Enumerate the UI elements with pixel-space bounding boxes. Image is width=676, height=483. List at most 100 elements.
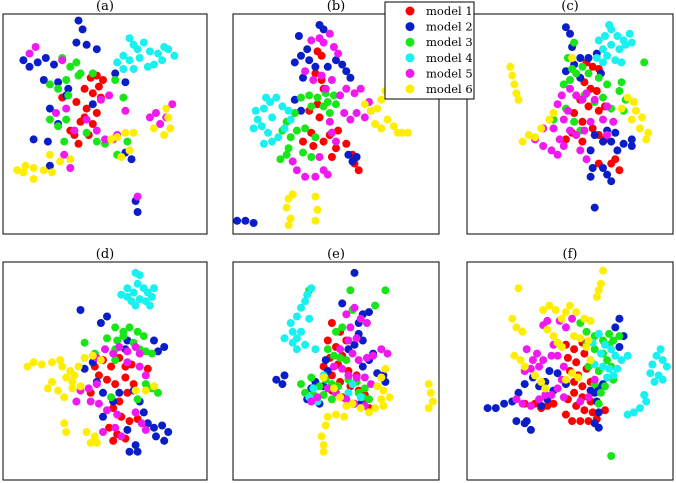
data-point: [609, 336, 618, 345]
data-point: [109, 404, 118, 413]
data-point: [367, 380, 375, 389]
data-point: [82, 428, 91, 436]
data-point: [644, 128, 653, 137]
data-point: [268, 137, 277, 146]
points-layer: [13, 16, 179, 216]
data-point: [346, 73, 355, 82]
data-point: [547, 351, 556, 360]
data-point: [90, 432, 99, 441]
data-point: [605, 329, 614, 338]
data-point: [313, 205, 322, 214]
data-point: [334, 49, 343, 58]
data-point: [566, 301, 574, 310]
data-point: [580, 349, 589, 358]
data-point: [576, 334, 585, 343]
data-point: [62, 428, 71, 436]
data-point: [158, 421, 167, 430]
data-point: [160, 131, 169, 139]
data-point: [323, 170, 332, 179]
data-point: [559, 115, 568, 124]
data-point: [512, 417, 521, 426]
data-point: [284, 144, 293, 153]
panel-b: (b): [232, 0, 440, 235]
data-point: [137, 419, 146, 428]
data-point: [311, 133, 320, 142]
data-point: [160, 343, 169, 351]
data-point: [48, 358, 56, 367]
data-point: [25, 49, 34, 58]
data-point: [588, 62, 597, 71]
data-point: [549, 332, 558, 341]
data-point: [520, 419, 529, 428]
data-point: [115, 343, 124, 351]
legend-label: model 2: [426, 20, 473, 34]
data-point: [297, 380, 305, 389]
data-point: [559, 393, 568, 402]
data-point: [617, 58, 626, 67]
data-point: [88, 89, 97, 98]
data-point: [594, 73, 603, 82]
data-point: [303, 290, 312, 299]
data-point: [13, 166, 22, 175]
data-point: [82, 40, 91, 49]
data-point: [613, 32, 622, 40]
data-point: [570, 109, 579, 117]
panel-frame: [2, 261, 208, 481]
data-point: [354, 166, 363, 175]
data-point: [74, 71, 83, 80]
data-point: [54, 122, 63, 131]
points-layer: [233, 21, 413, 230]
data-point: [586, 316, 595, 325]
data-point: [426, 388, 435, 397]
data-point: [648, 360, 657, 369]
data-point: [360, 373, 369, 382]
data-point: [559, 362, 568, 371]
data-point: [62, 104, 71, 113]
data-point: [352, 373, 361, 382]
data-point: [125, 146, 134, 155]
data-point: [629, 408, 638, 417]
data-point: [280, 371, 289, 380]
data-point: [131, 268, 140, 277]
data-point: [101, 345, 109, 354]
data-point: [303, 45, 312, 54]
data-point: [338, 60, 347, 69]
data-point: [156, 120, 165, 128]
data-point: [253, 115, 262, 124]
data-point: [259, 139, 268, 148]
data-point: [111, 323, 120, 332]
data-point: [294, 32, 303, 40]
data-point: [356, 84, 365, 93]
data-point: [344, 150, 353, 159]
data-point: [251, 106, 260, 115]
data-point: [358, 336, 367, 345]
data-point: [584, 417, 593, 426]
data-point: [570, 388, 579, 397]
data-point: [611, 323, 620, 332]
data-point: [135, 295, 144, 304]
data-point: [268, 113, 277, 122]
data-point: [627, 38, 636, 47]
data-point: [576, 417, 585, 426]
data-point: [596, 388, 605, 397]
data-point: [309, 384, 318, 393]
data-point: [350, 89, 359, 98]
series-model-1: [561, 58, 624, 175]
data-point: [543, 316, 552, 325]
data-point: [56, 157, 65, 166]
data-point: [321, 84, 330, 93]
data-point: [19, 168, 28, 177]
data-point: [559, 80, 568, 89]
points-layer: [23, 268, 173, 456]
data-point: [342, 395, 351, 404]
data-point: [652, 351, 661, 360]
data-point: [329, 43, 338, 51]
data-point: [428, 397, 437, 406]
data-point: [553, 384, 562, 393]
data-point: [377, 345, 386, 354]
data-point: [297, 106, 305, 115]
data-point: [278, 380, 287, 389]
data-point: [543, 401, 552, 410]
data-point: [123, 358, 132, 367]
data-point: [286, 214, 295, 223]
